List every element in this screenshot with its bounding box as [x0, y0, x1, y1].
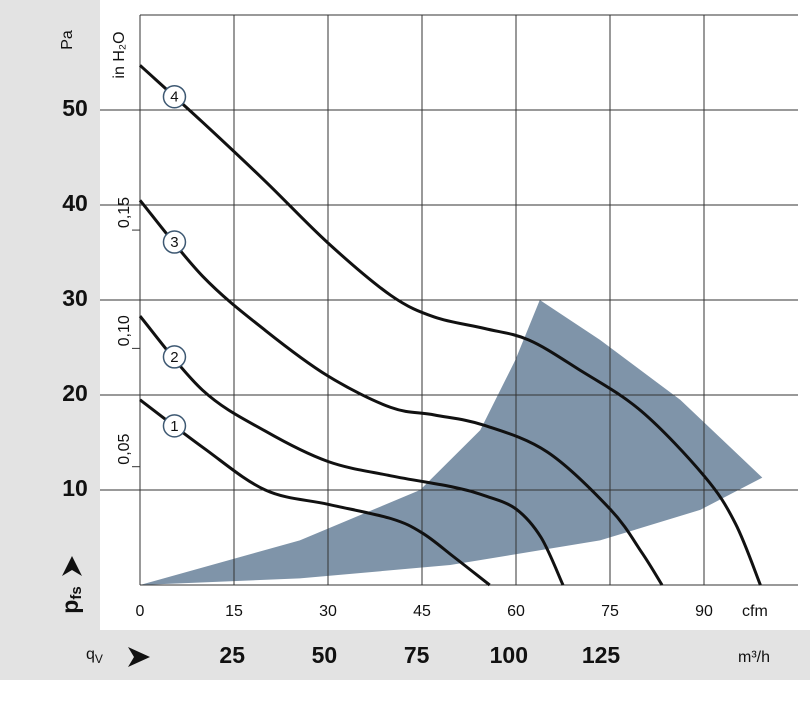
- operating-region: [140, 300, 763, 585]
- x-tick-label: 15: [225, 603, 243, 620]
- y-tick-label: 40: [62, 190, 88, 216]
- x-tick-label: 45: [413, 603, 431, 620]
- y-tick-label: 50: [62, 95, 88, 121]
- curve-label: 1: [170, 418, 178, 435]
- y2-tick-label: 0,05: [116, 433, 133, 464]
- y-tick-label: 20: [62, 380, 88, 406]
- y-tick-label: 30: [62, 285, 88, 311]
- curve-badge: [162, 84, 187, 109]
- x2-tick-label: 75: [404, 642, 430, 668]
- y-symbol: pfs: [57, 586, 85, 613]
- x-tick-label: 30: [319, 603, 337, 620]
- x-symbol: qV: [86, 646, 103, 666]
- y-symbol-sub: fs: [68, 586, 85, 599]
- left-band: [0, 0, 100, 680]
- x-tick-label: 60: [507, 603, 525, 620]
- x-symbol-sub: V: [95, 652, 103, 666]
- curve-label: 2: [170, 349, 178, 366]
- curve: [138, 315, 565, 586]
- y-label: Pa: [59, 30, 76, 50]
- curve-badge: [162, 414, 187, 438]
- x-tick-label: 90: [695, 603, 713, 620]
- curve-badge: [162, 230, 187, 254]
- curve: [138, 199, 664, 586]
- y2-tick-label: 0,15: [116, 197, 133, 228]
- curve-label: 3: [170, 234, 178, 251]
- x-tick-label: 0: [136, 603, 145, 620]
- y-arrow: [62, 556, 82, 576]
- x2-tick-label: 100: [490, 642, 528, 668]
- curve-label: 4: [170, 89, 178, 106]
- y-tick-label: 10: [62, 475, 88, 501]
- x-symbol-main: q: [86, 646, 95, 663]
- x2-tick-label: 25: [219, 642, 245, 668]
- x2-tick-label: 50: [312, 642, 338, 668]
- y-symbol-main: p: [57, 600, 83, 614]
- curve-badge: [162, 345, 187, 369]
- x-tick-label: 75: [601, 603, 619, 620]
- y2-tick-label: 0,10: [116, 315, 133, 346]
- y2-label: in H₂O: [111, 31, 128, 78]
- x-label: cfm: [742, 603, 768, 620]
- x2-tick-label: 125: [582, 642, 621, 668]
- curve: [138, 64, 762, 586]
- curve: [139, 398, 491, 587]
- x-arrow: [128, 647, 150, 667]
- x2-label: m³/h: [738, 649, 770, 666]
